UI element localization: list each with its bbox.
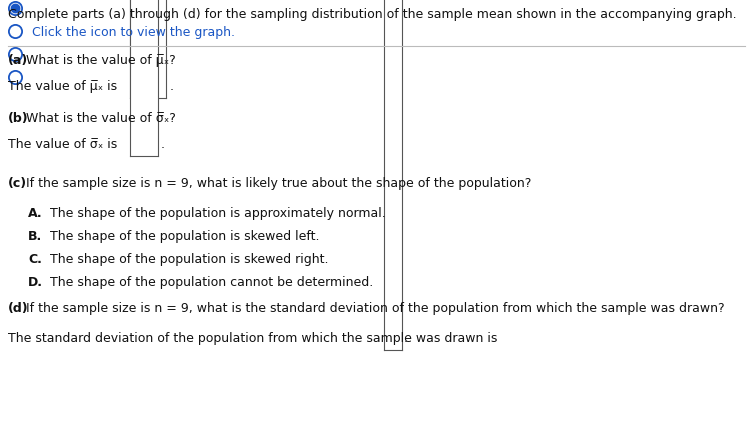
Text: D.: D. xyxy=(28,276,43,289)
Text: (d): (d) xyxy=(8,302,29,315)
Text: The value of σ̅ₓ is: The value of σ̅ₓ is xyxy=(8,138,117,151)
Text: The shape of the population cannot be determined.: The shape of the population cannot be de… xyxy=(42,276,373,289)
Text: Complete parts (a) through (d) for the sampling distribution of the sample mean : Complete parts (a) through (d) for the s… xyxy=(8,8,736,21)
Text: The shape of the population is skewed right.: The shape of the population is skewed ri… xyxy=(42,253,328,266)
Circle shape xyxy=(11,4,20,13)
Text: B.: B. xyxy=(28,230,42,243)
Text: (b): (b) xyxy=(8,112,29,125)
Text: The standard deviation of the population from which the sample was drawn is: The standard deviation of the population… xyxy=(8,332,498,345)
Text: C.: C. xyxy=(28,253,42,266)
Text: A.: A. xyxy=(28,207,43,220)
Text: What is the value of σ̅ₓ?: What is the value of σ̅ₓ? xyxy=(22,112,176,125)
Text: If the sample size is n = 9, what is the standard deviation of the population fr: If the sample size is n = 9, what is the… xyxy=(22,302,724,315)
Text: What is the value of μ̅ₓ?: What is the value of μ̅ₓ? xyxy=(22,54,175,67)
Text: .: . xyxy=(161,138,165,151)
Text: .: . xyxy=(404,332,408,345)
Text: (c): (c) xyxy=(8,177,27,190)
Text: .: . xyxy=(170,80,174,93)
Text: The shape of the population is approximately normal.: The shape of the population is approxima… xyxy=(42,207,386,220)
Text: Click the icon to view the graph.: Click the icon to view the graph. xyxy=(32,26,235,39)
Text: The shape of the population is skewed left.: The shape of the population is skewed le… xyxy=(42,230,319,243)
Text: If the sample size is n = 9, what is likely true about the shape of the populati: If the sample size is n = 9, what is lik… xyxy=(22,177,532,190)
Text: (a): (a) xyxy=(8,54,29,67)
Text: The value of μ̅ₓ is: The value of μ̅ₓ is xyxy=(8,80,117,93)
